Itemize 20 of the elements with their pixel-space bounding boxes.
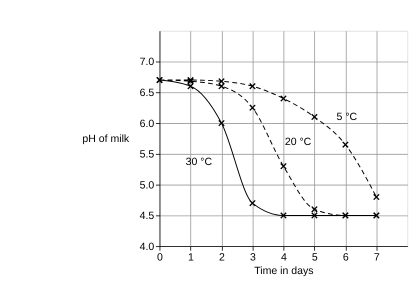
x-tick-label: 6 [342, 251, 349, 264]
x-tick-label: 5 [312, 251, 318, 264]
y-tick-label: 5.5 [140, 148, 154, 161]
x-tick-label: 3 [250, 251, 256, 264]
y-tick-label: 4.5 [140, 210, 154, 222]
y-tick-label: 5.0 [140, 179, 154, 192]
y-axis-title: pH of milk [82, 133, 130, 146]
y-tick-label: 6.5 [140, 86, 154, 99]
x-tick-label: 7 [374, 251, 380, 264]
series-label: 5 °C [336, 111, 358, 124]
x-tick-label: 1 [188, 251, 194, 264]
y-tick-label: 6.0 [140, 118, 154, 130]
x-tick-label: 0 [157, 251, 164, 264]
x-axis-title: Time in days [254, 265, 314, 278]
y-tick-label: 4.0 [140, 240, 154, 253]
y-tick-label: 7.0 [140, 56, 154, 68]
series-label: 30 °C [186, 156, 212, 168]
x-tick-label: 2 [218, 251, 225, 264]
x-tick-label: 4 [280, 251, 287, 264]
series-label: 20 °C [284, 136, 312, 148]
